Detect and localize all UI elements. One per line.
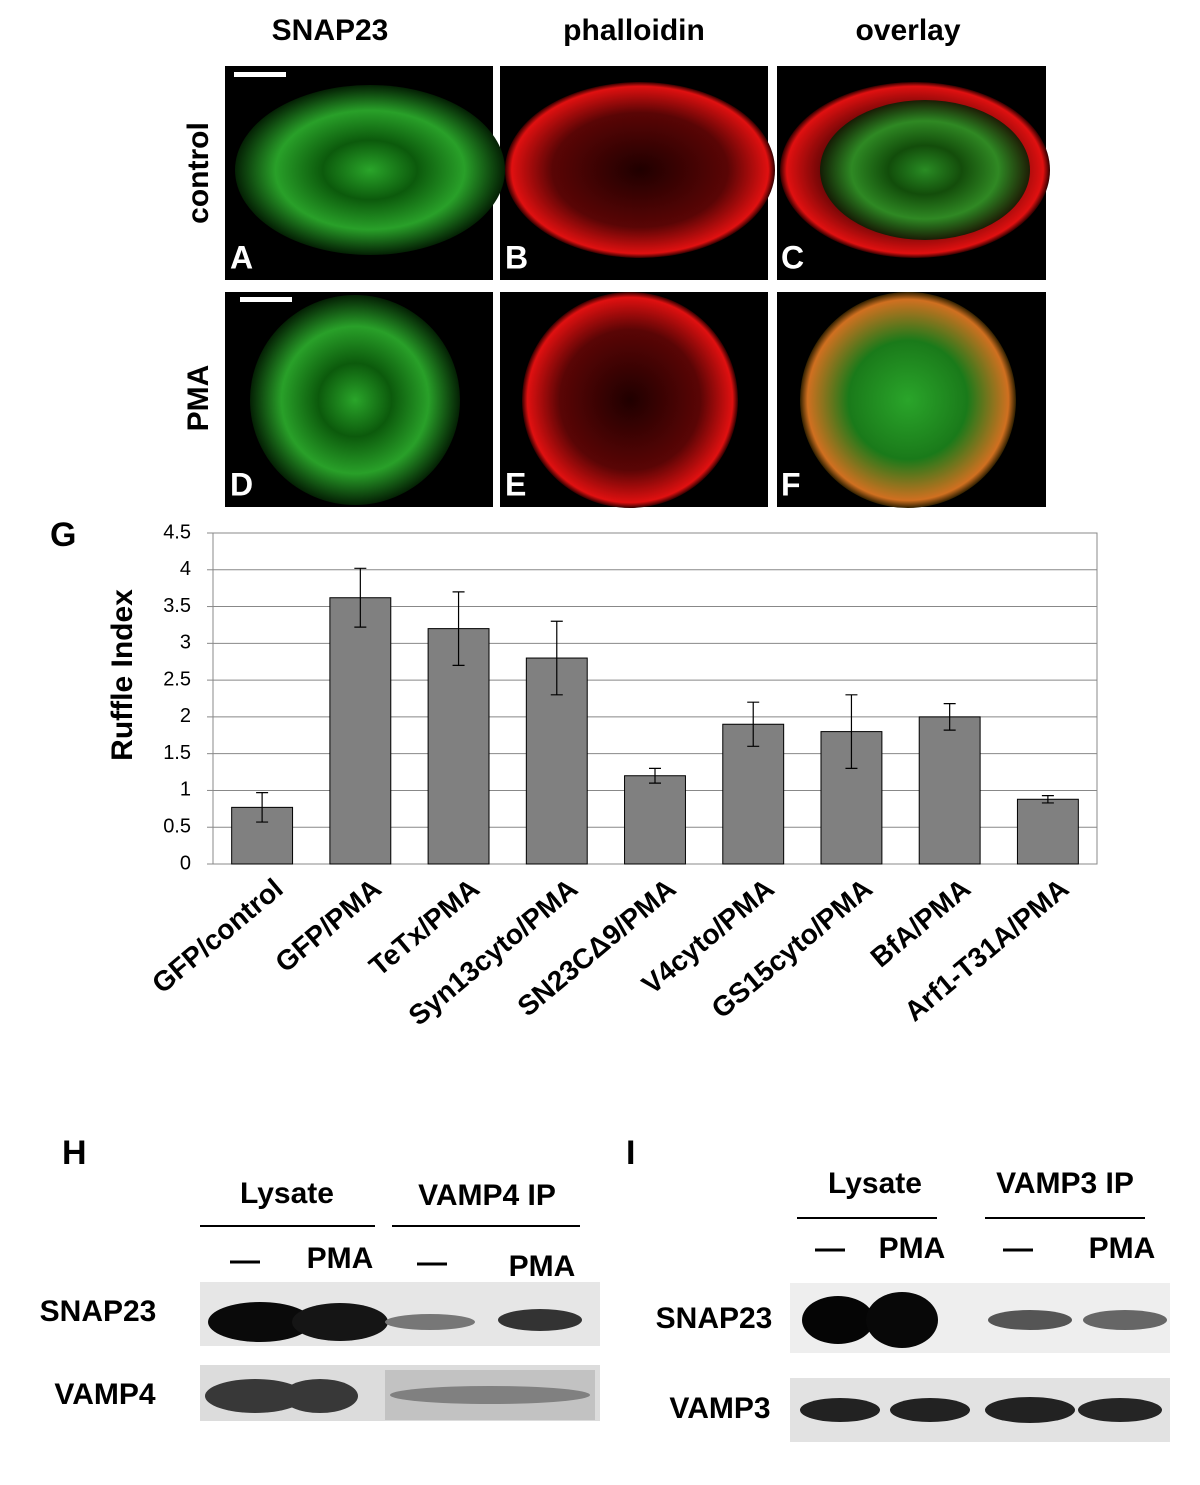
panel-letter: F: [781, 466, 801, 502]
row-label: VAMP3: [669, 1392, 770, 1425]
bar: [329, 597, 392, 865]
row-label: SNAP23: [40, 1295, 157, 1328]
x-tick-label: GFP/control: [146, 873, 289, 1000]
group-label: Lysate: [240, 1177, 334, 1210]
y-tick-label: 2.5: [163, 668, 191, 690]
panel-letter: G: [50, 516, 76, 554]
bar: [820, 731, 883, 865]
group-label: VAMP3 IP: [996, 1167, 1134, 1200]
x-tick-label: Syn13cyto/PMA: [403, 873, 584, 1032]
row-title: PMA: [182, 365, 215, 432]
y-tick-label: 3: [180, 632, 191, 654]
error-bar: [649, 767, 661, 784]
lane-label: PMA: [879, 1232, 946, 1265]
group-label: Lysate: [828, 1167, 922, 1200]
x-tick-label: Arf1-T31A/PMA: [898, 873, 1074, 1028]
bar: [427, 628, 490, 865]
error-bar: [943, 703, 956, 731]
panel-letter: A: [230, 239, 253, 275]
column-title: phalloidin: [563, 14, 705, 47]
y-tick-label: 1: [180, 779, 191, 801]
error-bar: [747, 701, 760, 747]
error-bar: [452, 591, 465, 666]
y-tick-label: 2: [180, 705, 191, 727]
panel-letter: C: [781, 239, 804, 275]
column-title: SNAP23: [272, 14, 389, 47]
bar: [1016, 798, 1079, 865]
panel-letter: H: [62, 1134, 87, 1172]
panel-letter: E: [505, 466, 526, 502]
bar: [918, 716, 981, 865]
error-bar: [550, 620, 563, 696]
blot-images: [200, 1217, 1170, 1442]
group-label: VAMP4 IP: [418, 1179, 556, 1212]
column-title: overlay: [855, 14, 960, 47]
row-title: control: [182, 122, 215, 224]
lane-label: PMA: [509, 1250, 576, 1283]
micrographs: [225, 66, 1050, 508]
row-label: SNAP23: [656, 1302, 773, 1335]
y-tick-label: 0.5: [163, 816, 191, 838]
y-tick-label: 0: [180, 852, 191, 874]
lane-label: —: [417, 1246, 447, 1279]
lane-label: —: [815, 1232, 845, 1265]
y-tick-label: 4: [180, 558, 191, 580]
lane-label: PMA: [307, 1242, 374, 1275]
y-axis-label: Ruffle Index: [106, 589, 139, 761]
panel-letter: I: [626, 1134, 635, 1172]
bar: [624, 775, 686, 865]
bar: [722, 723, 785, 865]
lane-label: —: [230, 1244, 260, 1277]
y-tick-label: 4.5: [163, 521, 191, 543]
lane-label: —: [1003, 1232, 1033, 1265]
panel-letter: B: [505, 239, 528, 275]
error-bar: [354, 567, 367, 628]
y-tick-label: 3.5: [163, 595, 191, 617]
bar-chart: 00.511.522.533.544.5GFP/controlGFP/PMATe…: [146, 521, 1098, 1032]
error-bar: [845, 694, 858, 769]
error-bar: [256, 792, 269, 823]
error-bar: [1041, 794, 1054, 804]
panel-letter: D: [230, 466, 253, 502]
y-tick-label: 1.5: [163, 742, 191, 764]
row-label: VAMP4: [54, 1378, 155, 1411]
lane-label: PMA: [1089, 1232, 1156, 1265]
